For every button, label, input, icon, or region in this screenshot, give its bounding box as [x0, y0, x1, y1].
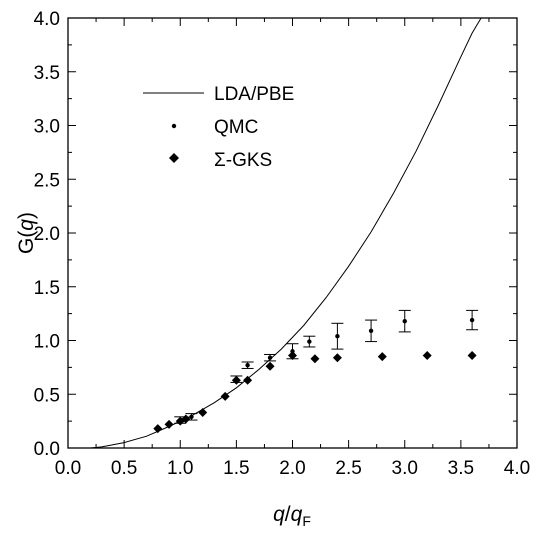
x-tick-label: 0.0 [55, 458, 81, 479]
sigma-gks-point [231, 375, 241, 385]
y-axis-label: G(q) [15, 212, 38, 254]
qmc-point [189, 414, 194, 420]
sigma-gks-point [422, 351, 432, 361]
legend-label-sigma-gks: Σ-GKS [214, 150, 272, 171]
legend-label-qmc: QMC [214, 117, 258, 138]
legend-marker-sigma-gks [169, 153, 179, 163]
y-tick-label: 0.0 [34, 439, 60, 460]
qmc-point [267, 355, 273, 360]
sigma-gks-point [467, 351, 477, 361]
qmc-point [307, 339, 312, 344]
plot-area [68, 17, 482, 449]
x-tick-label: 4.0 [504, 458, 530, 479]
x-tick-label: 2.5 [335, 458, 361, 479]
tick-labels: 0.0 0.5 1.0 1.5 2.0 2.5 3.0 3.5 4.0 0.0 0.5 1.0 1.5 2… [34, 9, 531, 479]
x-tick-label: 3.0 [392, 458, 418, 479]
y-tick-label: 3.5 [34, 63, 60, 84]
series-line-lda-pbe [68, 17, 482, 449]
y-tick-label: 1.0 [34, 332, 60, 353]
y-tick-label: 3.0 [34, 117, 60, 138]
sigma-gks-point [332, 353, 342, 363]
x-tick-label: 3.5 [448, 458, 474, 479]
x-tick-label: 0.5 [111, 458, 137, 479]
sigma-gks-point [164, 419, 174, 429]
y-tick-label: 2.0 [34, 224, 60, 245]
y-tick-label: 1.5 [34, 278, 60, 299]
sigma-gks-point [288, 351, 297, 361]
y-tick-label: 0.5 [34, 385, 60, 406]
x-tick-label: 1.5 [223, 458, 249, 479]
sigma-gks-point [310, 354, 320, 364]
sigma-gks-point [243, 375, 253, 385]
sigma-gks-point [198, 408, 208, 418]
qmc-point [469, 317, 475, 323]
x-axis-label: q/qF [273, 503, 311, 529]
legend-label-lda-pbe: LDA/PBE [214, 84, 294, 105]
sigma-gks-point [153, 424, 163, 434]
y-tick-label: 4.0 [34, 9, 60, 30]
qmc-point [245, 363, 250, 368]
y-tick-label: 2.5 [34, 170, 60, 191]
sigma-gks-point [220, 391, 230, 401]
legend: LDA/PBE QMC Σ-GKS [143, 84, 294, 171]
sigma-gks-point [377, 352, 387, 362]
qmc-point [335, 334, 340, 339]
axis-ticks [67, 17, 518, 449]
qmc-point [402, 318, 407, 324]
plot-frame [67, 17, 518, 449]
sigma-gks-point [265, 361, 275, 371]
x-tick-label: 2.0 [279, 458, 305, 479]
sigma-gks-point [181, 414, 191, 424]
qmc-point [368, 328, 374, 334]
legend-marker-qmc [171, 123, 177, 129]
x-tick-label: 1.0 [167, 458, 193, 479]
